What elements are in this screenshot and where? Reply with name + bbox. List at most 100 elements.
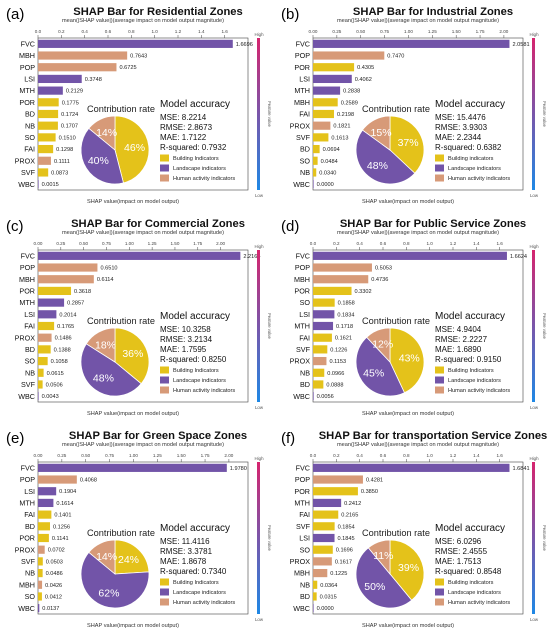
- panel-title: SHAP Bar for transportation Service Zone…: [319, 430, 548, 442]
- value-label: 0.1845: [338, 536, 355, 542]
- bar-mbh: [38, 580, 43, 589]
- value-label: 0.4068: [80, 478, 97, 484]
- value-label: 0.3618: [74, 289, 91, 295]
- category-label: LSI: [24, 487, 35, 496]
- colorbar-label: Feature value: [542, 525, 547, 551]
- category-label: WBC: [18, 604, 35, 613]
- colorbar: [532, 462, 535, 614]
- value-label: 0.0340: [319, 170, 336, 176]
- bar-mbh: [313, 275, 369, 284]
- pie-slice-2: [355, 129, 416, 185]
- colorbar-label: Feature value: [542, 101, 547, 127]
- bottom-axis-label: SHAP value(impact on model output): [362, 623, 454, 629]
- top-tick-label: 1.0: [426, 241, 433, 246]
- top-axis-label: mean(|SHAP value|)(average impact on mod…: [337, 230, 499, 236]
- value-label: 0.6510: [100, 266, 117, 272]
- pie-slice-3: [367, 539, 391, 576]
- top-tick-label: 0.0: [310, 241, 317, 246]
- top-tick-label: 1.75: [476, 29, 485, 34]
- legend-label: Human activity indicators: [448, 176, 510, 182]
- colorbar-low: Low: [255, 405, 264, 410]
- category-label: PROX: [290, 121, 311, 130]
- top-tick-label: 1.50: [452, 29, 461, 34]
- category-label: BD: [300, 592, 310, 601]
- legend-swatch-3: [435, 598, 444, 606]
- value-label: 0.2165: [341, 513, 358, 519]
- pie-title: Contribution rate: [362, 316, 430, 326]
- category-label: MTH: [19, 298, 35, 307]
- value-label: 0.0056: [317, 394, 334, 400]
- pie-slice-3: [85, 327, 116, 363]
- value-label: 0.1854: [338, 524, 355, 530]
- top-tick-label: 0.2: [333, 453, 340, 458]
- value-label: 0.2014: [59, 312, 76, 318]
- bar-fai: [313, 109, 334, 119]
- value-label: 0.0000: [317, 182, 334, 188]
- bar-nb: [313, 168, 317, 177]
- top-tick-label: 1.25: [148, 241, 157, 246]
- top-tick-label: 1.00: [404, 29, 413, 34]
- top-tick-label: 0.6: [380, 453, 387, 458]
- value-label: 0.0888: [326, 382, 343, 388]
- value-label: 0.0702: [48, 548, 65, 554]
- legend-swatch-2: [160, 376, 169, 384]
- legend-label: Building Indicators: [173, 368, 219, 374]
- colorbar: [532, 250, 535, 402]
- value-label: 0.1058: [51, 359, 68, 365]
- value-label: 0.0315: [320, 594, 337, 600]
- top-tick-label: 0.8: [403, 241, 410, 246]
- bar-bd: [313, 380, 324, 389]
- legend-label: Building indicators: [448, 156, 494, 162]
- top-tick-label: 1.4: [473, 241, 480, 246]
- top-tick-label: 0.4: [356, 241, 363, 246]
- legend-swatch-3: [435, 386, 444, 394]
- category-label: MBH: [294, 569, 310, 578]
- bar-bd: [313, 592, 317, 601]
- colorbar-low: Low: [255, 193, 264, 198]
- category-label: FVC: [21, 251, 35, 260]
- bar-svf: [38, 168, 49, 177]
- pie-slice-3: [88, 115, 116, 151]
- top-tick-label: 1.00: [129, 453, 138, 458]
- category-label: PROX: [15, 545, 36, 554]
- value-label: 0.2838: [343, 89, 360, 95]
- top-tick-label: 0.2: [333, 241, 340, 246]
- value-label: 0.0137: [42, 606, 59, 612]
- accuracy-line: MSE: 11.4116: [160, 537, 210, 546]
- category-label: NB: [25, 368, 35, 377]
- category-label: LSI: [299, 75, 310, 84]
- category-label: FVC: [296, 463, 310, 472]
- category-label: WBC: [18, 180, 35, 189]
- bar-prox: [313, 356, 327, 366]
- value-label: 0.0615: [47, 371, 64, 377]
- accuracy-title: Model accuracy: [160, 311, 230, 322]
- top-tick-label: 0.75: [105, 453, 114, 458]
- top-tick-label: 0.00: [34, 453, 43, 458]
- legend-label: Landscape indicators: [173, 166, 226, 172]
- category-label: SVF: [296, 133, 311, 142]
- category-label: MBH: [294, 98, 310, 107]
- value-label: 0.1775: [62, 100, 79, 106]
- category-label: SO: [25, 133, 36, 142]
- bar-prox: [313, 121, 331, 130]
- panel-title: SHAP Bar for Public Service Zones: [340, 218, 526, 230]
- value-label: 0.1724: [61, 112, 78, 118]
- legend-label: Human activity indicators: [173, 176, 235, 182]
- category-label: MTH: [294, 322, 310, 331]
- top-axis-label: mean(|SHAP value|)(average impact on mod…: [337, 442, 499, 448]
- colorbar-high: High: [529, 456, 539, 461]
- value-label: 0.1834: [337, 312, 354, 318]
- panel-letter: (f): [281, 430, 295, 447]
- bar-lsi: [313, 310, 335, 319]
- bar-mbh: [38, 51, 128, 60]
- category-label: SO: [300, 298, 311, 307]
- category-label: LSI: [299, 534, 310, 543]
- value-label: 0.1298: [56, 147, 73, 153]
- value-label: 0.6725: [119, 65, 136, 71]
- legend-label: Building Indicators: [448, 368, 494, 374]
- legend-swatch-2: [435, 376, 444, 384]
- bar-wbc: [38, 392, 39, 401]
- value-label: 0.0966: [327, 371, 344, 377]
- category-label: FAI: [299, 333, 310, 342]
